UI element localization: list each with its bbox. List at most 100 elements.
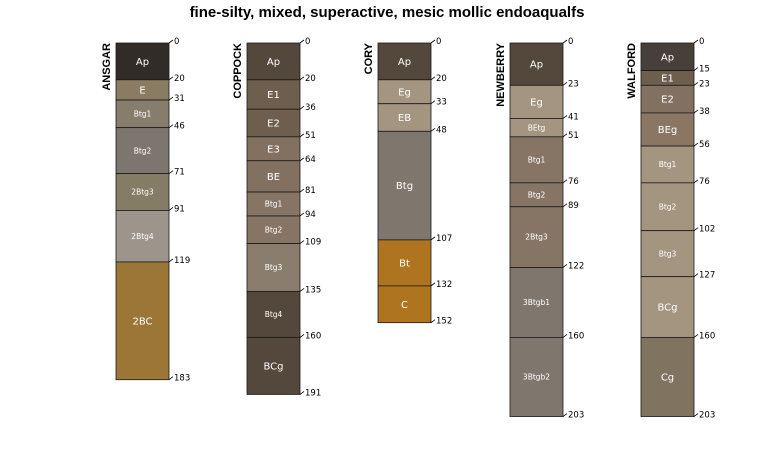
horizon-btg3 (246, 243, 301, 292)
horizon-bt (377, 239, 432, 287)
profiles-layer: Ap E Btg1 Btg2 2Btg3 2Btg4 2BC 0 20 31 46 71 91 119 18… (101, 37, 715, 421)
depth-label: 46 (174, 122, 185, 132)
depth-label: 109 (305, 238, 321, 248)
depth-label: 94 (305, 210, 316, 220)
horizon-ap (509, 42, 564, 86)
horizon-label: Btg (396, 181, 413, 192)
horizon-be (246, 160, 301, 193)
profile-name: WALFORD (626, 43, 638, 99)
horizon-label: Btg4 (265, 310, 283, 319)
depth-tick (693, 142, 699, 147)
depth-label: 23 (699, 79, 710, 89)
depth-tick (299, 240, 305, 244)
depth-tick (562, 413, 568, 417)
horizon-label: 3Btgb2 (523, 373, 550, 382)
depth-tick (562, 179, 568, 184)
depth-tick (562, 39, 568, 44)
horizon-label: Eg (530, 97, 543, 108)
depth-label: 0 (436, 37, 441, 47)
horizon-label: E3 (267, 144, 280, 155)
depth-label: 51 (568, 131, 579, 141)
depth-tick (693, 39, 699, 44)
depth-label: 203 (699, 411, 715, 421)
horizon-label: 2BC (132, 316, 152, 327)
profile-cory: Ap Eg EB Btg Bt C 0 20 33 48 107 132 152 CORY (363, 37, 452, 327)
horizon-label: 2Btg3 (525, 233, 548, 242)
horizon-ap (115, 42, 170, 81)
horizon-label: BE (267, 172, 280, 183)
depth-tick (299, 133, 305, 138)
horizon-cg (640, 336, 695, 417)
depth-tick (168, 258, 174, 263)
depth-label: 160 (305, 331, 321, 341)
depth-label: 119 (174, 256, 190, 266)
depth-label: 64 (305, 155, 316, 165)
depth-label: 71 (174, 168, 185, 178)
chart-title: fine-silty, mixed, superactive, mesic mo… (190, 4, 585, 21)
horizon-label: Btg1 (528, 155, 546, 164)
horizon-label: 2Btg4 (131, 232, 154, 241)
horizon-c (377, 285, 432, 324)
depth-label: 0 (699, 37, 704, 47)
depth-tick (693, 273, 699, 277)
depth-tick (430, 76, 436, 81)
profile-ansgar: Ap E Btg1 Btg2 2Btg3 2Btg4 2BC 0 20 31 46 71 91 119 18… (101, 37, 190, 384)
depth-tick (168, 76, 174, 81)
depth-tick (430, 100, 436, 105)
depth-label: 122 (568, 261, 584, 271)
depth-tick (299, 105, 305, 110)
horizon-label: 2Btg3 (131, 188, 154, 197)
horizon-label: BEtg (528, 123, 546, 132)
depth-tick (168, 207, 174, 211)
horizon-label: E1 (661, 73, 674, 84)
depth-tick (299, 212, 305, 217)
horizon-label: EB (398, 113, 411, 124)
depth-label: 33 (436, 98, 447, 108)
depth-tick (430, 128, 436, 132)
horizon-label: E (139, 85, 145, 96)
horizon-label: Ap (661, 52, 674, 63)
depth-tick (693, 227, 699, 231)
depth-label: 31 (174, 94, 185, 104)
horizon-label: Btg3 (265, 263, 283, 272)
depth-tick (430, 319, 436, 323)
horizon-label: Btg1 (134, 109, 152, 118)
depth-label: 15 (699, 65, 710, 75)
depth-label: 203 (568, 411, 584, 421)
depth-label: 56 (699, 140, 710, 150)
depth-label: 107 (436, 234, 452, 244)
depth-tick (693, 334, 699, 338)
horizon-label: Btg2 (265, 225, 283, 234)
depth-label: 132 (436, 280, 452, 290)
horizon-label: E2 (267, 119, 280, 130)
depth-label: 20 (174, 74, 185, 84)
depth-tick (693, 81, 699, 86)
depth-tick (693, 413, 699, 417)
horizon-btg1 (509, 136, 564, 184)
horizon-label: Ap (398, 57, 411, 68)
depth-label: 23 (568, 79, 579, 89)
horizon-btg2 (640, 182, 695, 232)
depth-label: 51 (305, 131, 316, 141)
horizon-label: BCg (657, 303, 677, 314)
depth-label: 0 (174, 37, 179, 47)
depth-tick (168, 96, 174, 101)
depth-tick (168, 376, 174, 381)
horizon-label: Btg3 (659, 249, 677, 258)
horizon-label: Btg2 (659, 202, 677, 211)
depth-label: 36 (305, 103, 316, 113)
horizon-2bc (115, 261, 170, 381)
horizon-label: Btg1 (265, 200, 283, 209)
horizon-btg1 (640, 145, 695, 184)
horizon-label: Bt (399, 258, 410, 269)
depth-tick (299, 39, 305, 44)
horizon-label: Ap (136, 57, 149, 68)
depth-tick (299, 334, 305, 338)
depth-label: 0 (568, 37, 573, 47)
depth-tick (562, 133, 568, 138)
horizon-e2 (246, 108, 301, 138)
depth-label: 20 (305, 74, 316, 84)
profile-name: COPPOCK (232, 43, 244, 99)
depth-tick (168, 39, 174, 44)
